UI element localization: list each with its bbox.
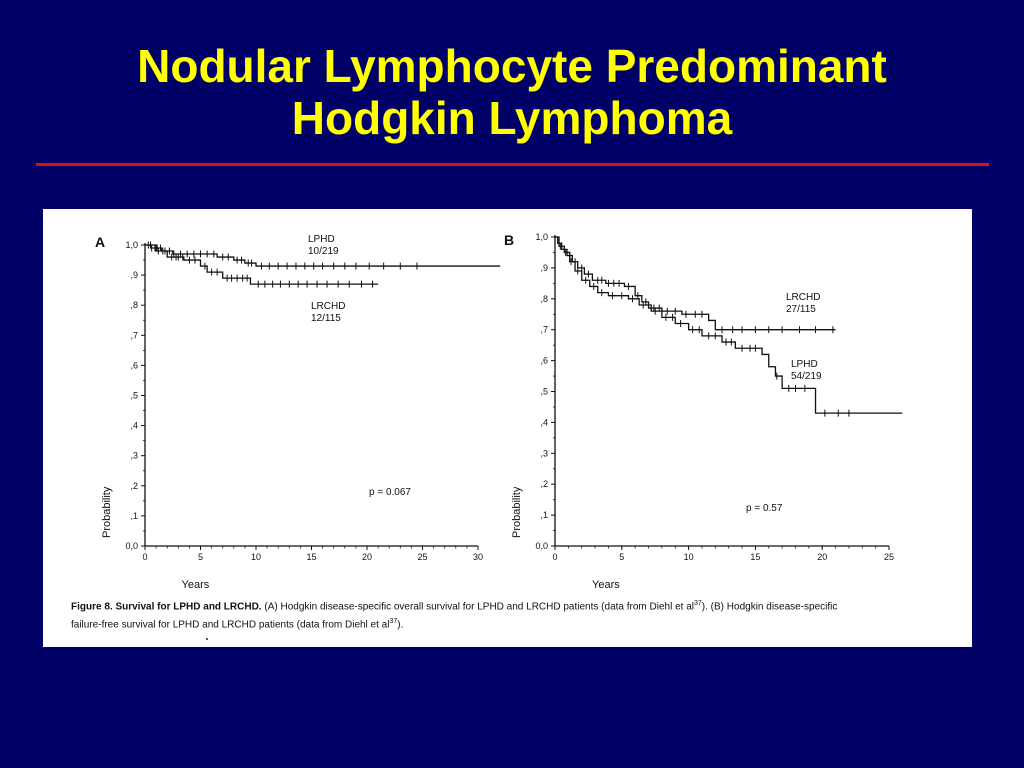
caption-figure-label: Figure 8. Survival for LPHD and LRCHD. [71,601,262,613]
series-label-count: 12/115 [311,313,341,324]
p-value-label: p = 0.57 [746,503,783,514]
y-tick-label: 0,0 [535,541,548,551]
y-tick-label: ,4 [540,417,548,427]
x-tick-label: 25 [884,552,894,562]
x-tick-label: 25 [417,552,427,562]
x-tick-label: 15 [750,552,760,562]
series-label-name: LRCHD [311,301,345,312]
panel-label: A [95,234,105,250]
x-tick-label: 5 [619,552,624,562]
x-tick-label: 30 [473,552,483,562]
y-axis-title: Probability [101,486,113,538]
slide-title-line1: Nodular Lymphocyte Predominant [137,40,887,92]
x-tick-label: 10 [251,552,261,562]
p-value-label: p = 0.067 [369,487,411,498]
y-tick-label: ,9 [540,263,548,273]
y-tick-label: ,7 [540,325,548,335]
x-tick-label: 0 [142,552,147,562]
slide-title: Nodular Lymphocyte Predominant Hodgkin L… [0,40,1024,144]
x-tick-label: 10 [684,552,694,562]
x-tick-label: 15 [306,552,316,562]
figure-caption: Figure 8. Survival for LPHD and LRCHD. (… [71,596,951,633]
panel-b [551,235,903,550]
y-tick-label: ,5 [130,391,138,401]
caption-text-a: (A) Hodgkin disease-specific overall sur… [261,601,694,613]
x-tick-label: 5 [198,552,203,562]
y-tick-label: ,4 [130,421,138,431]
caption-text-c: failure-free survival for LPHD and LRCHD… [71,619,390,631]
caption-ref-c: 37 [389,618,398,626]
y-tick-label: ,2 [130,481,138,491]
y-axis-title: Probability [511,486,523,538]
y-tick-label: ,3 [540,448,548,458]
x-tick-label: 20 [817,552,827,562]
survival-charts: A 0,0 ,1 ,2 ,3 ,4 ,5 ,6 ,7 ,8 ,9 1,0 0 5 10 15 20 25 30 Yea… [95,232,903,589]
series-label-count: 27/115 [786,304,816,315]
panel-label: B [504,232,514,248]
title-divider [36,163,989,166]
series-label-count: 54/219 [791,371,822,382]
caption-text-b: ). (B) Hodgkin disease-specific [701,601,838,613]
y-tick-label: ,3 [130,451,138,461]
y-tick-label: ,7 [130,330,138,340]
y-tick-label: ,6 [130,360,138,370]
x-axis-title: Years [592,579,620,589]
y-tick-label: ,1 [130,511,138,521]
y-tick-label: 1,0 [535,232,548,242]
caption-ref-a: 37 [694,600,702,607]
y-tick-label: ,2 [540,479,548,489]
series-label-name: LPHD [791,359,818,370]
y-tick-label: 0,0 [125,541,138,551]
y-tick-label: 1,0 [125,240,138,250]
y-tick-label: ,9 [130,270,138,280]
y-tick-label: ,8 [540,294,548,304]
y-tick-label: ,1 [540,510,548,520]
caption-text-d: ). [397,619,404,631]
series-label-count: 10/219 [308,246,339,257]
x-tick-label: 0 [552,552,557,562]
figure-panel: A 0,0 ,1 ,2 ,3 ,4 ,5 ,6 ,7 ,8 ,9 1,0 0 5 10 15 20 25 30 Yea… [43,209,972,647]
series-label-name: LPHD [308,234,335,245]
y-tick-label: ,8 [130,300,138,310]
y-tick-label: ,6 [540,356,548,366]
y-tick-label: ,5 [540,387,548,397]
panel-a [141,241,501,550]
x-axis-title: Years [182,579,210,589]
x-tick-label: 20 [362,552,372,562]
series-line-lphd [555,236,903,414]
stray-dot [206,638,208,640]
slide-title-line2: Hodgkin Lymphoma [291,92,733,144]
series-line-lrchd [145,244,379,285]
series-label-name: LRCHD [786,292,820,303]
